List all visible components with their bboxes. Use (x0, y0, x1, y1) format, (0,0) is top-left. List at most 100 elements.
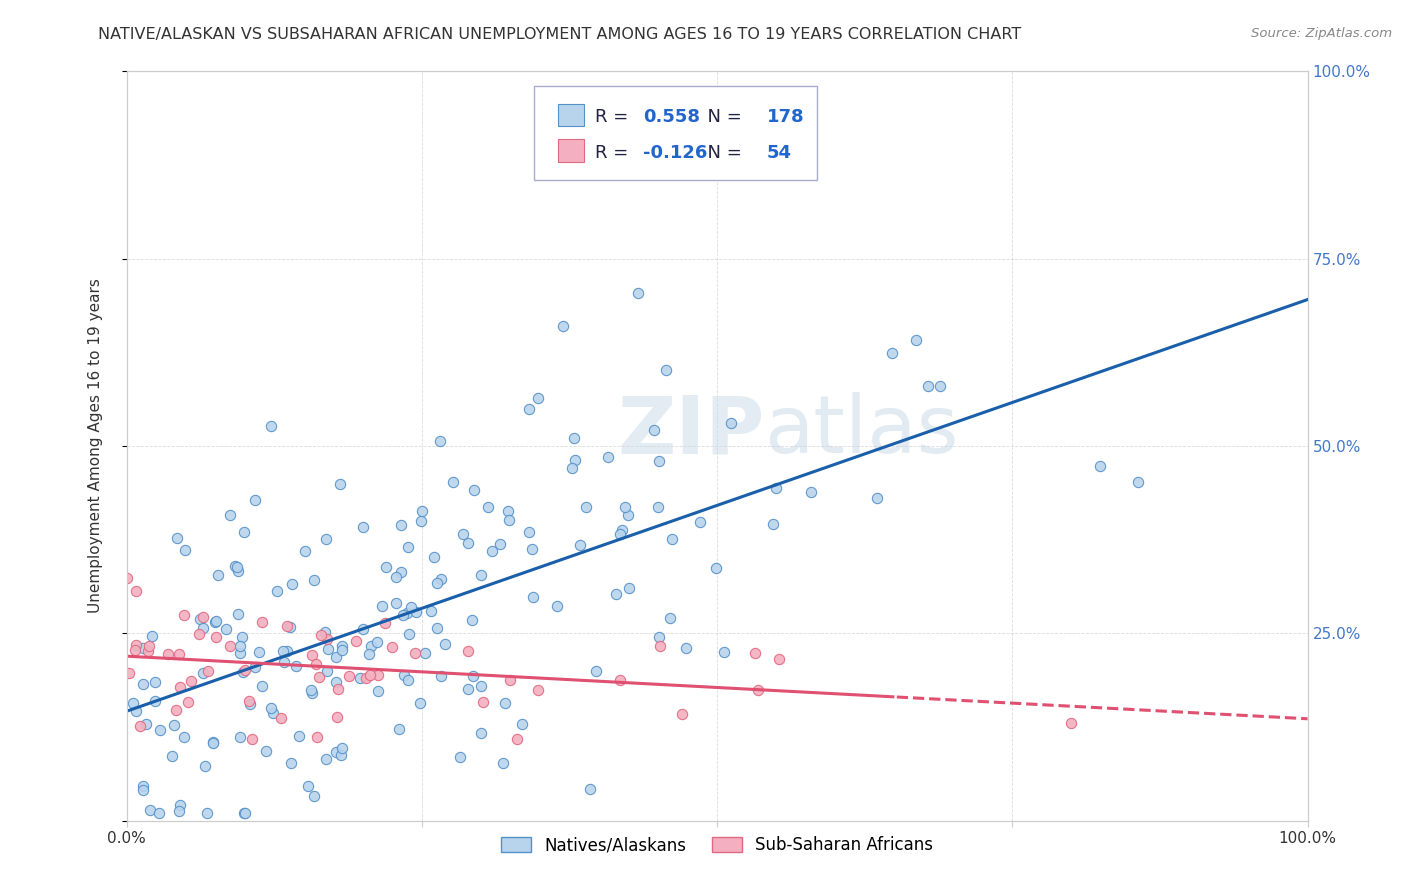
Point (463, 483, 485, 497)
Point (132, 641, 155, 656)
Point (308, 670, 330, 684)
Point (605, 586, 627, 600)
Point (315, 533, 337, 547)
Point (747, 682, 769, 697)
Point (575, 500, 598, 514)
Point (304, 789, 326, 803)
Point (470, 679, 492, 693)
Point (655, 363, 678, 377)
Point (316, 664, 339, 678)
Point (391, 608, 413, 623)
Point (627, 286, 650, 301)
Point (689, 515, 711, 529)
Point (498, 513, 520, 527)
Point (359, 668, 381, 682)
Point (135, 716, 157, 731)
Point (610, 523, 633, 537)
Point (370, 599, 392, 613)
Point (138, 639, 160, 653)
Point (409, 515, 432, 529)
Point (326, 710, 349, 724)
Point (157, 647, 180, 661)
Point (141, 629, 163, 643)
Point (131, 779, 153, 793)
Point (232, 525, 254, 540)
Point (226, 564, 249, 578)
Point (546, 599, 568, 614)
Point (374, 616, 396, 631)
Point (314, 625, 336, 640)
Point (191, 666, 214, 681)
Point (329, 476, 352, 491)
Point (215, 622, 238, 636)
Point (325, 675, 347, 690)
Point (197, 664, 219, 678)
Text: 0.558: 0.558 (643, 109, 700, 127)
Point (243, 660, 266, 674)
Point (768, 652, 790, 666)
Point (489, 537, 512, 551)
Point (367, 683, 389, 698)
Point (231, 630, 253, 644)
Point (385, 596, 408, 610)
Point (276, 619, 298, 633)
Point (132, 783, 155, 797)
Point (337, 668, 360, 682)
Text: R =: R = (595, 109, 634, 127)
Point (643, 423, 665, 437)
Point (180, 673, 202, 688)
Point (294, 544, 316, 558)
Point (297, 779, 319, 793)
Point (389, 518, 412, 533)
Point (385, 570, 408, 584)
Point (188, 611, 211, 625)
Point (204, 615, 226, 629)
Point (124, 642, 146, 657)
Point (471, 695, 494, 709)
Point (457, 681, 479, 696)
Point (395, 606, 418, 620)
Point (1060, 716, 1083, 731)
Point (463, 669, 485, 683)
Point (167, 647, 190, 661)
Point (905, 333, 928, 347)
Point (675, 641, 697, 656)
Point (195, 806, 218, 821)
Point (419, 604, 441, 618)
Point (744, 646, 766, 660)
Point (585, 664, 607, 678)
Point (325, 650, 347, 665)
Point (218, 639, 240, 653)
Point (517, 401, 540, 416)
Point (510, 717, 533, 731)
Point (205, 630, 228, 644)
Point (433, 637, 456, 651)
Point (522, 590, 544, 604)
Point (260, 701, 283, 715)
Text: Source: ZipAtlas.com: Source: ZipAtlas.com (1251, 27, 1392, 40)
Point (451, 527, 474, 541)
Point (661, 532, 683, 546)
Point (125, 704, 148, 718)
Point (307, 730, 329, 744)
Point (429, 434, 451, 449)
Point (239, 697, 262, 711)
Point (330, 740, 353, 755)
Point (148, 806, 170, 821)
Point (354, 671, 377, 685)
Point (647, 500, 669, 514)
Text: R =: R = (595, 144, 634, 161)
Point (233, 806, 256, 821)
Point (281, 576, 304, 591)
Point (173, 607, 195, 622)
Point (309, 628, 332, 642)
Point (609, 673, 631, 687)
Point (122, 696, 145, 710)
Point (1126, 475, 1149, 489)
Point (470, 726, 492, 740)
Point (325, 745, 347, 759)
Point (713, 645, 735, 659)
Text: 54: 54 (766, 144, 792, 161)
Point (229, 730, 252, 744)
Point (367, 668, 389, 682)
